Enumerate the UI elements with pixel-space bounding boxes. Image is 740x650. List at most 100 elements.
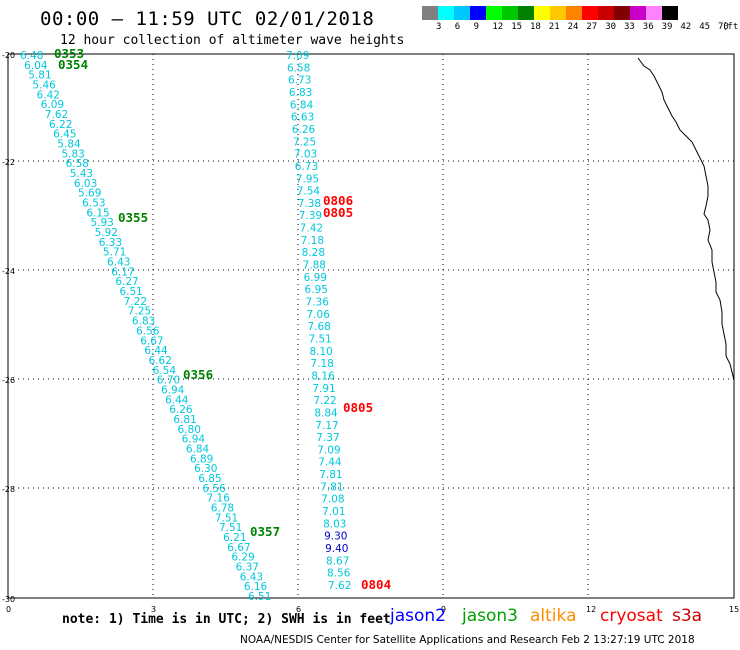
swh-value-left: 6.54 — [153, 365, 177, 377]
color-swatch — [470, 6, 486, 20]
color-swatch — [550, 6, 566, 20]
x-tick-label: 12 — [586, 605, 596, 614]
swh-value-left: 6.30 — [194, 463, 217, 475]
swh-value-left: 6.81 — [173, 414, 196, 426]
pass-time-label: 0804 — [361, 577, 391, 592]
swh-value-left: 6.80 — [178, 424, 201, 436]
coastline-path — [637, 57, 735, 381]
swh-value-right: 7.06 — [307, 309, 331, 321]
swh-value-right: 7.39 — [299, 210, 322, 222]
swh-value-right: 8.10 — [309, 346, 332, 358]
y-tick-label: -28 — [2, 485, 15, 494]
color-swatch — [422, 6, 438, 20]
pass-time-label: 0357 — [250, 524, 280, 539]
color-scale-label: 45 — [699, 22, 711, 32]
color-scale-label: 6 — [454, 22, 461, 32]
color-scale-label: 12 — [492, 22, 504, 32]
swh-value-left: 5.84 — [57, 139, 81, 151]
swh-value-right: 7.09 — [286, 50, 309, 62]
pass-time-label: 0353 — [54, 46, 84, 61]
swh-value-left: 6.04 — [24, 60, 48, 72]
swh-value-right: 8.56 — [327, 568, 351, 580]
swh-value-right: 7.36 — [306, 297, 330, 309]
swh-value-right: 7.51 — [308, 333, 331, 345]
color-scale-label: 70 — [718, 22, 729, 32]
color-swatch — [518, 6, 534, 20]
swh-value-left: 5.93 — [90, 217, 113, 229]
swh-value-left: 6.94 — [182, 434, 206, 446]
swh-value-left: 6.51 — [248, 591, 271, 603]
swh-value-left: 6.67 — [140, 335, 163, 347]
color-scale-label: 24 — [567, 22, 579, 32]
legend-item-jason2: jason2 — [390, 606, 446, 626]
swh-value-right: 6.73 — [295, 161, 318, 173]
axis-ticks: 0 3 6 9 12 15 -20 -22 -24 -26 -28 -30 — [2, 51, 739, 614]
swh-value-left: 6.44 — [144, 345, 168, 357]
swh-value-right: 6.99 — [304, 272, 327, 284]
color-swatch — [598, 6, 614, 20]
swh-value-left: 6.03 — [74, 178, 97, 190]
x-tick-label: 15 — [729, 605, 739, 614]
swh-value-left: 6.62 — [149, 355, 172, 367]
legend-item-altika: altika — [530, 606, 577, 626]
swh-value-right: 7.37 — [316, 432, 339, 444]
y-tick-label: -26 — [2, 376, 15, 385]
swh-value-right: 7.62 — [328, 580, 351, 592]
swh-value-right: 7.42 — [300, 223, 323, 235]
swh-value-left: 6.43 — [107, 257, 130, 269]
swh-value-left: 6.33 — [99, 237, 122, 249]
swh-value-left: 6.17 — [111, 266, 134, 278]
y-tick-label: -22 — [2, 158, 15, 167]
swh-value-right: 7.08 — [321, 494, 344, 506]
swh-value-left: 6.58 — [66, 158, 89, 170]
map-subtitle: 12 hour collection of altimeter wave hei… — [60, 33, 405, 48]
color-swatch — [662, 6, 678, 20]
color-swatch — [630, 6, 646, 20]
swh-value-left: 6.78 — [211, 502, 234, 514]
color-scale-label: 30 — [605, 22, 617, 32]
color-swatch — [566, 6, 582, 20]
swh-value-right: 6.84 — [290, 99, 314, 111]
swh-value-right: 6.58 — [287, 62, 310, 74]
color-swatch — [502, 6, 518, 20]
swh-value-right: 7.18 — [301, 235, 324, 247]
swh-value-right: 7.25 — [293, 136, 316, 148]
swh-value-left: 5.69 — [78, 188, 101, 200]
swh-value-right: 7.54 — [297, 186, 321, 198]
color-scale-label: 36 — [642, 22, 654, 32]
swh-value-left: 6.29 — [231, 552, 254, 564]
swh-value-right: 7.44 — [318, 457, 342, 469]
swh-value-left: 5.46 — [32, 80, 56, 92]
swh-value-left: 5.92 — [95, 227, 118, 239]
color-swatch — [454, 6, 470, 20]
swh-value-left: 6.67 — [227, 542, 250, 554]
swh-value-right: 9.40 — [325, 543, 348, 555]
swh-value-left: 6.83 — [132, 316, 155, 328]
color-scale-label: 39 — [661, 22, 673, 32]
y-tick-label: -30 — [2, 595, 15, 604]
swh-value-left: 7.16 — [207, 493, 231, 505]
swh-value-right: 7.81 — [320, 481, 343, 493]
color-swatch — [582, 6, 598, 20]
swh-value-right: 8.67 — [326, 555, 349, 567]
swh-value-left: 6.89 — [190, 453, 213, 465]
note-text: note: 1) Time is in UTC; 2) SWH is in fe… — [62, 612, 391, 627]
color-scale-label: 42 — [680, 22, 692, 32]
swh-value-left: 6.21 — [223, 532, 246, 544]
swh-value-left: 6.44 — [165, 394, 189, 406]
color-scale-label: 18 — [530, 22, 541, 32]
color-scale-label: 33 — [624, 22, 635, 32]
pass-time-label: 0356 — [183, 367, 213, 382]
color-scale-unit: (ft) — [722, 22, 740, 32]
swh-value-left: 7.62 — [45, 109, 68, 121]
swh-value-left: 6.26 — [169, 404, 193, 416]
swh-value-right: 8.16 — [311, 370, 335, 382]
color-swatch — [534, 6, 550, 20]
swh-value-right: 7.09 — [317, 444, 340, 456]
swh-value-left: 6.56 — [136, 325, 160, 337]
legend-item-s3a: s3a — [672, 606, 703, 626]
track-left: 6.486.045.815.466.426.097.626.226.455.84… — [20, 46, 280, 603]
swh-value-right: 6.73 — [288, 75, 311, 87]
swh-value-right: 7.88 — [303, 260, 326, 272]
swh-value-left: 6.94 — [161, 384, 185, 396]
